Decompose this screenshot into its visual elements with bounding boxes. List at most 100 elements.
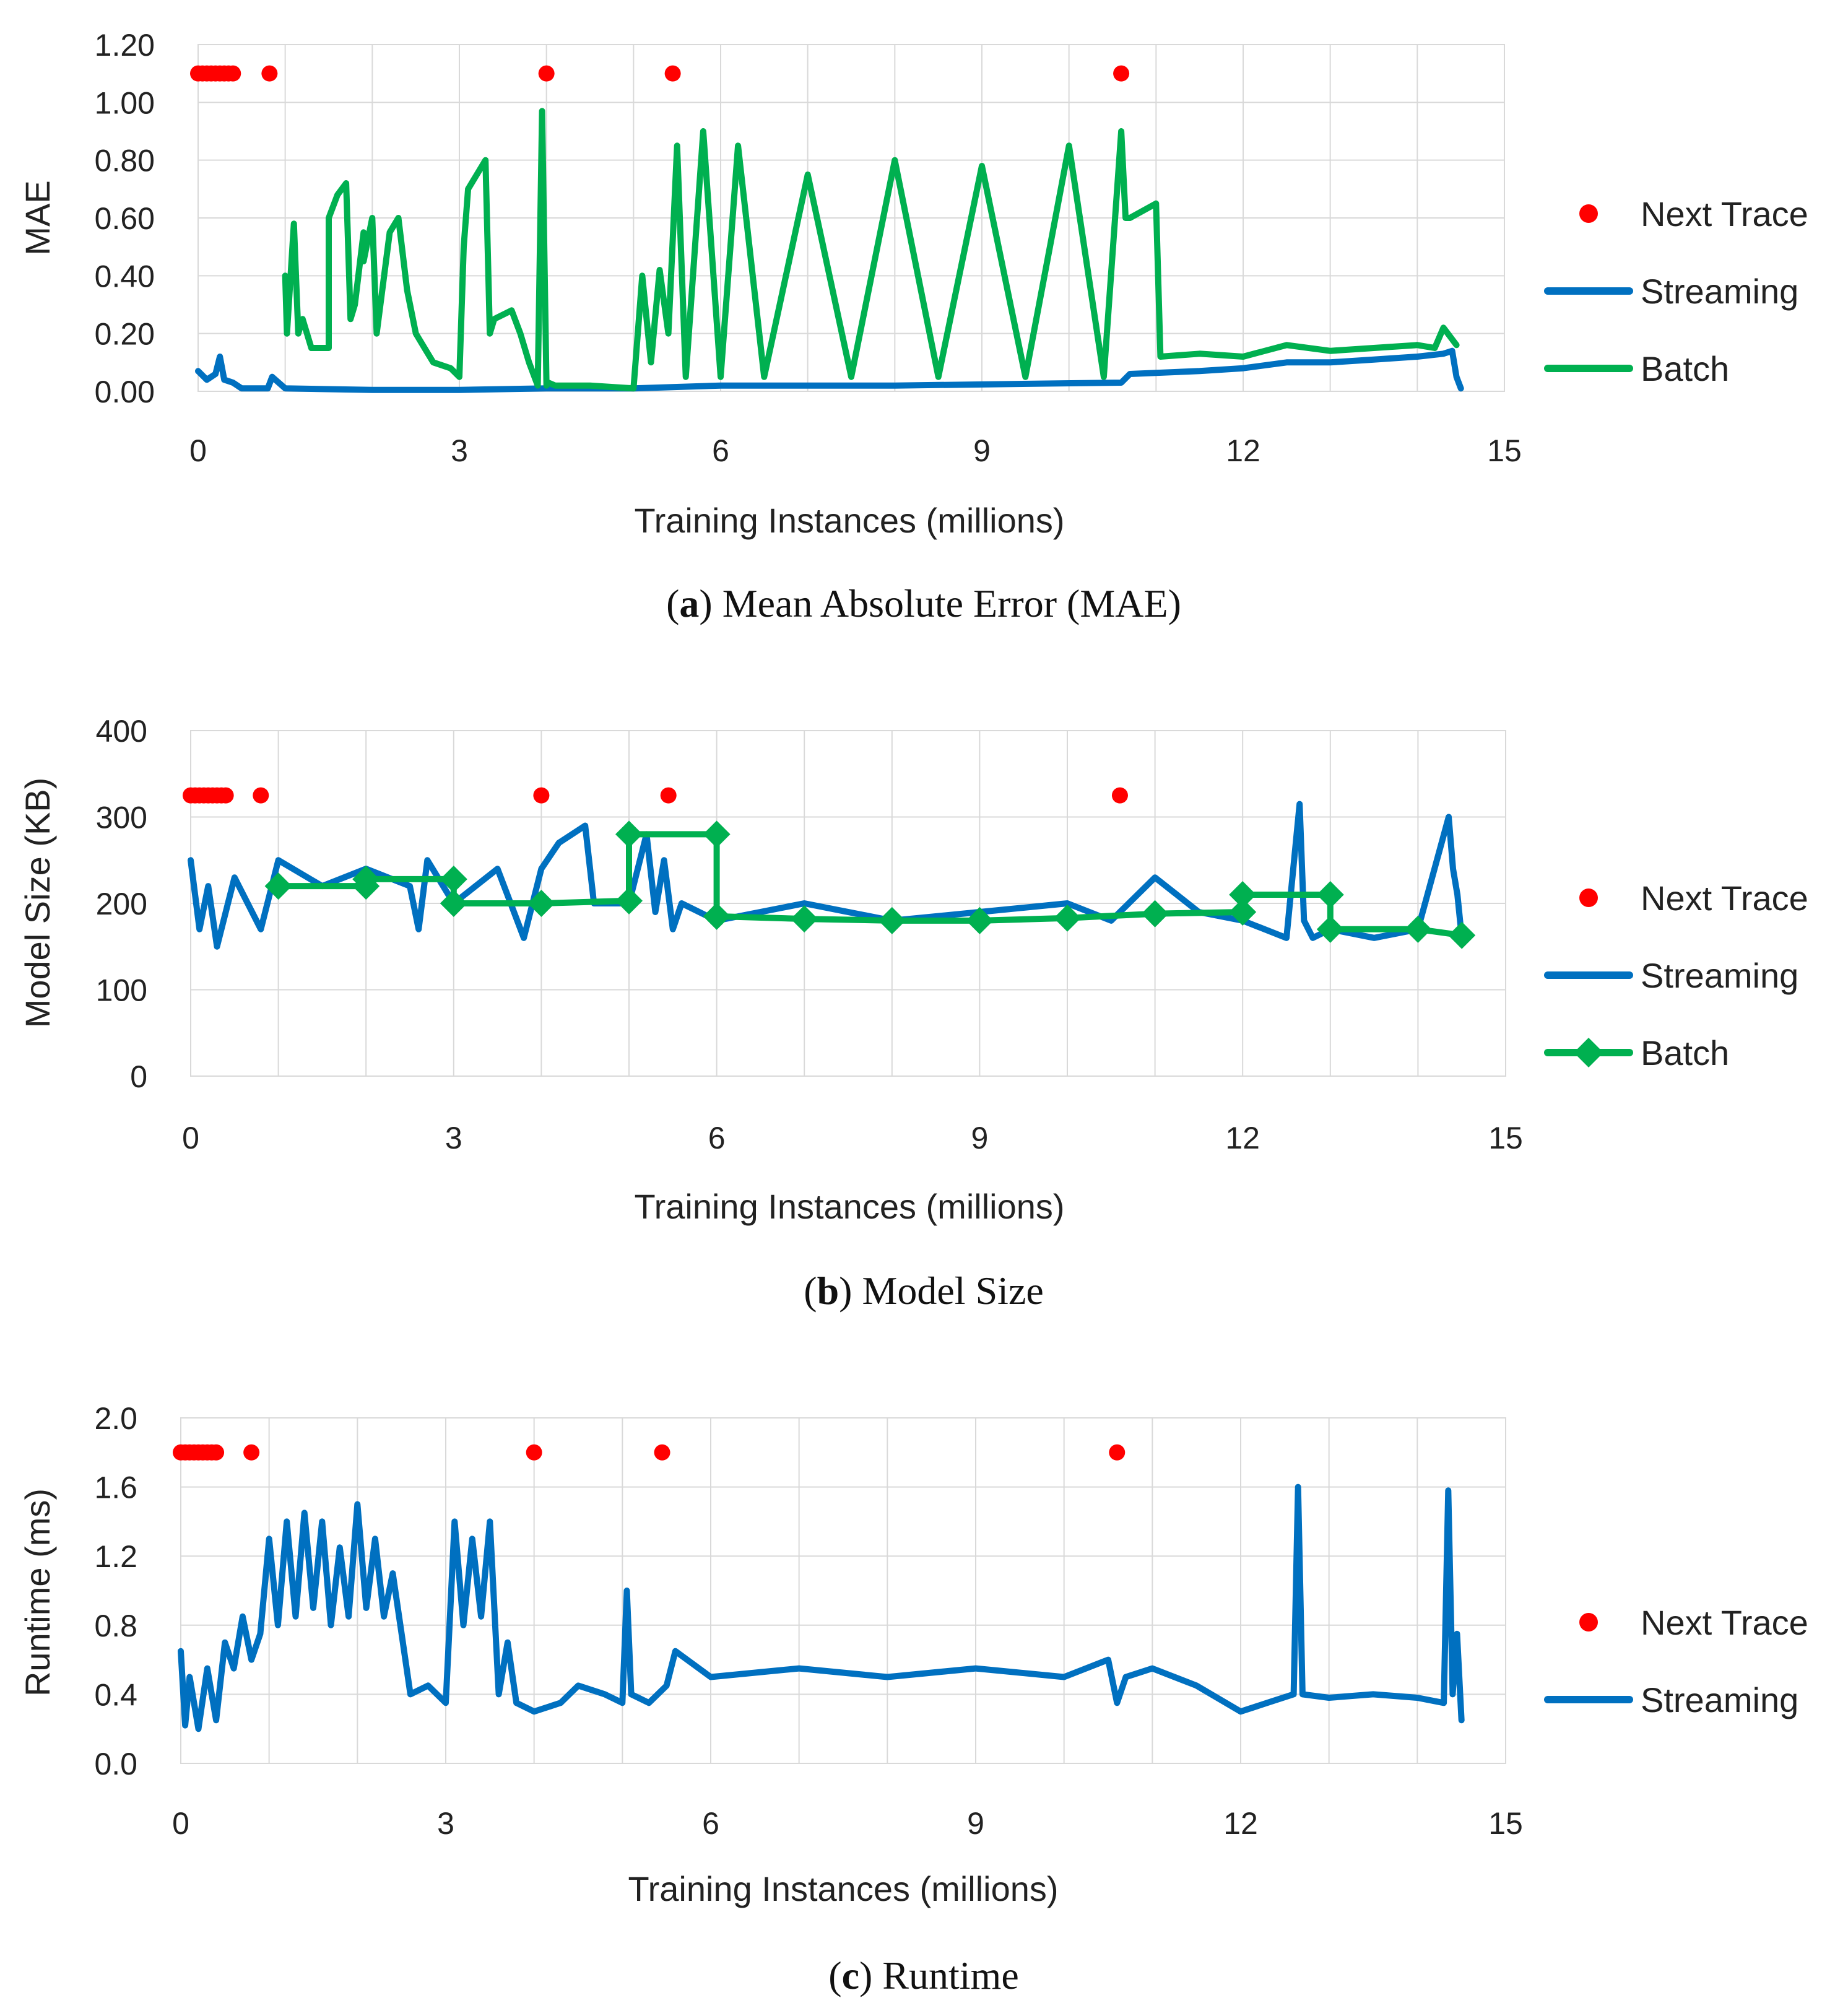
panel-b-batch-marker [1141, 900, 1169, 928]
panel-b-batch-marker [966, 906, 994, 934]
panel-c-caption: (c) Runtime [828, 1953, 1018, 1997]
panel-a-next-trace-point [538, 65, 555, 82]
panel-c-y-tick-label: 0.4 [94, 1677, 137, 1712]
panel-b-caption: (b) Model Size [804, 1269, 1044, 1313]
panel-a-next-trace-point [1113, 65, 1130, 82]
panel-c-legend: Next Trace Streaming [1544, 1603, 1808, 1719]
panel-c-ticks: 0.0 0.4 0.8 1.2 1.6 2.0 0 3 6 9 12 15 [94, 1401, 1522, 1841]
panel-b-batch-marker [527, 890, 555, 917]
panel-b-next-trace-point [217, 787, 234, 804]
panel-c-x-tick-label: 3 [437, 1806, 454, 1841]
panel-b-batch-marker [440, 890, 467, 917]
panel-b-next-trace-point [533, 787, 550, 804]
panel-b-next-trace-point [253, 787, 269, 804]
panel-b-x-tick-label: 15 [1488, 1121, 1523, 1155]
panel-a-streaming-series-line [195, 347, 1464, 393]
panel-b-ticks: 0 100 200 300 400 0 3 6 9 12 15 [96, 714, 1523, 1155]
panel-b-x-axis-title: Training Instances (millions) [634, 1187, 1064, 1226]
panel-c-next-trace-point [654, 1444, 670, 1461]
panel-b-batch-marker [264, 872, 292, 900]
panel-b-batch-marker [878, 906, 906, 934]
panel-b-x-tick-label: 6 [708, 1121, 726, 1155]
panel-b-x-tick-label: 0 [182, 1121, 199, 1155]
panel-b-y-tick-label: 0 [130, 1059, 147, 1094]
panel-c-y-axis-title: Runtime (ms) [18, 1488, 57, 1697]
panel-b-batch-marker [1448, 921, 1476, 949]
panel-c-y-tick-label: 1.6 [94, 1471, 137, 1505]
panel-b-x-tick-label: 9 [971, 1121, 988, 1155]
panel-a-grid [197, 44, 1505, 392]
panel-c-x-tick-label: 6 [702, 1806, 719, 1841]
panel-a-y-tick-label: 0.40 [95, 259, 155, 293]
panel-c-y-tick-label: 0.0 [94, 1747, 137, 1781]
panel-b-batch-marker [1229, 898, 1257, 926]
panel-b-x-tick-label: 3 [445, 1121, 462, 1155]
panel-b-data [183, 787, 1476, 950]
panel-c-x-tick-label: 12 [1223, 1806, 1258, 1841]
panel-b-legend-batch-marker [1574, 1038, 1603, 1067]
panel-b-batch-marker [1404, 915, 1432, 943]
panel-b-batch-marker [352, 865, 380, 893]
panel-b-caption-text: Model Size [862, 1269, 1043, 1313]
panel-c-caption-text: Runtime [882, 1953, 1018, 1997]
panel-a-ticks: 0.00 0.20 0.40 0.60 0.80 1.00 1.20 0 3 6 9 12 15 [95, 28, 1522, 468]
panel-a-y-axis-title: MAE [18, 180, 57, 255]
panel-a-legend-streaming-label: Streaming [1641, 272, 1798, 311]
panel-a-x-tick-label: 12 [1226, 433, 1260, 468]
panel-b-legend: Next Trace Streaming Batch [1544, 879, 1808, 1072]
panel-c-y-tick-label: 0.8 [94, 1609, 137, 1643]
panel-b-batch-marker [615, 820, 643, 848]
panel-a-legend: Next Trace Streaming Batch [1544, 194, 1808, 388]
panel-a-data [190, 65, 1464, 393]
panel-a-y-tick-label: 0.80 [95, 144, 155, 178]
panel-c-streaming-series-line [178, 1484, 1465, 1732]
panel-a-x-tick-label: 6 [712, 433, 729, 468]
panel-c-x-tick-label: 15 [1488, 1806, 1523, 1841]
panel-b-batch-marker [1229, 881, 1257, 909]
panel-a-plot-frame [197, 44, 1505, 392]
panel-c-legend-next-trace-label: Next Trace [1641, 1603, 1808, 1642]
panel-c-legend-next-trace-symbol [1579, 1613, 1598, 1631]
panel-a-x-axis-title: Training Instances (millions) [634, 501, 1064, 540]
panel-a-x-tick-label: 0 [189, 433, 207, 468]
panel-c-x-tick-label: 0 [172, 1806, 189, 1841]
panel-a-x-tick-label: 3 [451, 433, 468, 468]
panel-c-y-tick-label: 2.0 [94, 1401, 137, 1436]
panel-a-y-tick-label: 0.60 [95, 201, 155, 236]
panel-a-next-trace-point [225, 65, 241, 82]
panel-b-batch-marker [703, 902, 731, 930]
panel-a-next-trace-point [664, 65, 681, 82]
panel-a-x-tick-label: 9 [973, 433, 991, 468]
panel-a-caption: (a) Mean Absolute Error (MAE) [666, 581, 1181, 625]
panel-c-next-trace-point [1109, 1444, 1126, 1461]
panel-b-batch-marker [440, 865, 467, 893]
panel-c-y-tick-label: 1.2 [94, 1539, 137, 1574]
panel-b-batch-marker [791, 905, 818, 933]
panel-c-next-trace-point [526, 1444, 542, 1461]
panel-b-batch-marker [1316, 881, 1344, 909]
panel-b-streaming-series-line [188, 801, 1465, 950]
panel-b-batch-marker [703, 820, 731, 848]
panel-a-caption-label: a [679, 581, 699, 625]
panel-b-caption-label: b [817, 1269, 839, 1313]
panel-b-legend-next-trace-label: Next Trace [1641, 879, 1808, 918]
panel-b-y-tick-label: 400 [96, 714, 147, 749]
panel-c-legend-streaming-label: Streaming [1641, 1680, 1798, 1719]
panel-a-y-tick-label: 1.20 [95, 28, 155, 63]
panel-b-y-tick-label: 300 [96, 801, 147, 835]
panel-b-y-tick-label: 100 [96, 973, 147, 1008]
panel-c: 0.0 0.4 0.8 1.2 1.6 2.0 0 3 6 9 12 15 Training Inst… [18, 1401, 1808, 1997]
panel-b-legend-batch-label: Batch [1641, 1033, 1729, 1072]
panel-c-caption-label: c [842, 1953, 859, 1997]
panel-b-batch-marker [1316, 915, 1344, 943]
panel-b-batch-marker [615, 887, 643, 915]
panel-a-legend-batch-label: Batch [1641, 349, 1729, 388]
panel-a-y-tick-label: 0.20 [95, 317, 155, 352]
panel-a-batch-series-line [282, 108, 1460, 392]
panel-b-plot-frame [190, 730, 1506, 1077]
panel-b-grid [190, 730, 1506, 1077]
panel-c-next-trace-point [208, 1444, 225, 1461]
panel-b-batch-marker [1054, 904, 1081, 932]
panel-b-y-tick-label: 200 [96, 887, 147, 921]
